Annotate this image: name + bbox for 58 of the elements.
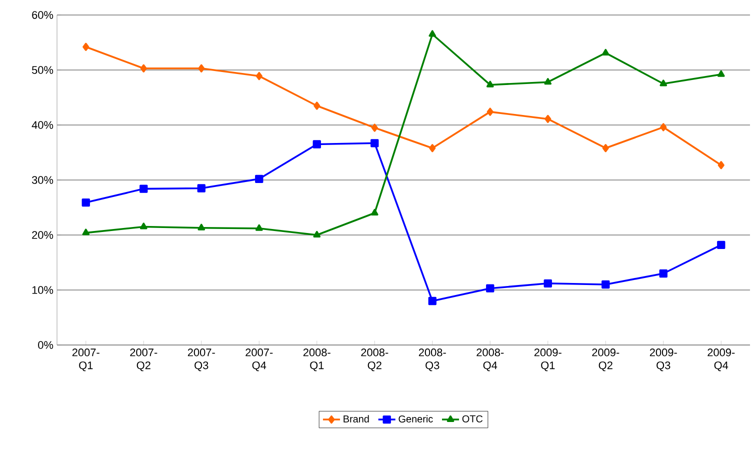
point (197, 184, 206, 192)
point (602, 48, 610, 56)
point (82, 228, 90, 236)
y-tick-label: 10% (32, 286, 54, 294)
y-tick-label: 20% (32, 231, 54, 239)
y-tick-label: 50% (32, 66, 54, 74)
x-tick-label: 2009-Q3 (650, 348, 677, 372)
x-tick-label: 2007-Q1 (72, 348, 100, 372)
point (82, 42, 90, 51)
y-tick-label: 60% (32, 11, 54, 19)
x-tick-label: 2007-Q4 (246, 348, 273, 372)
point (198, 64, 205, 72)
point (313, 230, 321, 238)
point (602, 280, 610, 289)
point (140, 64, 147, 72)
legend-label: Generic (398, 415, 433, 422)
point (371, 124, 378, 132)
point (255, 174, 264, 183)
point (198, 224, 206, 230)
x-tick-label: 2009-Q2 (592, 348, 620, 372)
point (717, 240, 726, 249)
point (255, 224, 263, 231)
point (370, 139, 379, 148)
point (429, 144, 436, 152)
point (660, 123, 667, 132)
x-tick-label: 2007-Q3 (188, 348, 215, 372)
point (486, 108, 494, 116)
point (544, 279, 552, 288)
point (544, 78, 552, 85)
legend-label: OTC (462, 415, 483, 422)
point (659, 269, 668, 278)
point (312, 140, 321, 148)
x-tick-label: 2008-Q4 (476, 348, 504, 372)
point (140, 222, 148, 230)
point (544, 114, 552, 124)
point (82, 198, 90, 207)
point (370, 208, 378, 216)
point (428, 30, 436, 37)
point (428, 296, 436, 306)
x-tick-label: 2008-Q1 (303, 348, 330, 372)
point (486, 284, 494, 292)
x-tick-label: 2008-Q3 (418, 348, 446, 372)
x-tick-label: 2007-Q2 (130, 348, 158, 372)
legend-label: Brand (344, 415, 369, 422)
point (660, 80, 668, 86)
point (718, 161, 724, 170)
y-tick-label: 0% (38, 341, 54, 349)
point (602, 144, 609, 152)
x-tick-label: 2009-Q1 (534, 348, 562, 372)
x-tick-label: 2008-Q2 (361, 348, 388, 372)
point (314, 102, 320, 110)
point (140, 184, 148, 193)
point (717, 70, 725, 77)
x-tick-label: 2009-Q4 (708, 348, 735, 372)
point (486, 80, 494, 88)
point (256, 72, 262, 80)
y-tick-label: 40% (32, 121, 54, 129)
y-tick-label: 30% (32, 176, 54, 184)
